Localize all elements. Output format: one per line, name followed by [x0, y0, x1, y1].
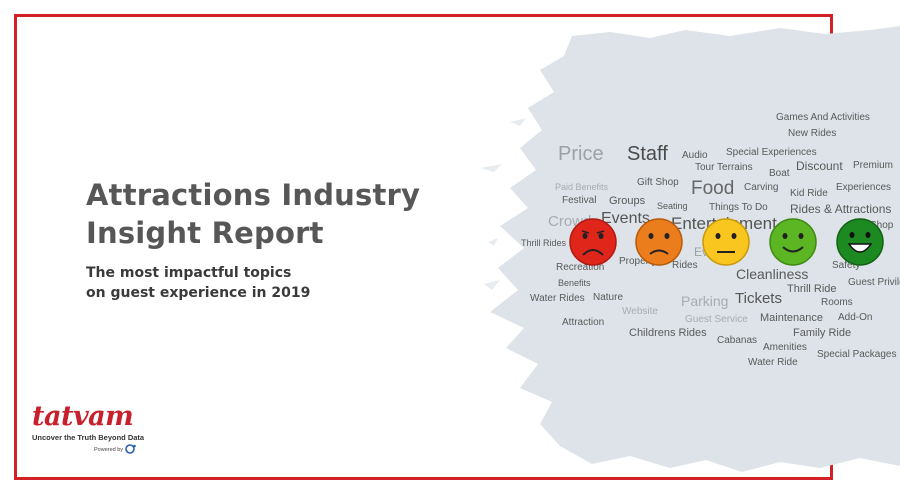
logo-tagline: Uncover the Truth Beyond Data	[32, 433, 145, 442]
word-cloud-term: Maintenance	[760, 312, 823, 324]
word-cloud-term: Staff	[627, 143, 668, 165]
word-cloud-term: Games And Activities	[776, 112, 870, 123]
word-cloud-term: Water Rides	[530, 293, 585, 304]
word-cloud-term: Cleanliness	[736, 266, 809, 282]
word-cloud-term: Rooms	[821, 297, 853, 308]
word-cloud-term: Amenities	[763, 342, 807, 353]
word-cloud-term: Recreation	[556, 262, 605, 273]
word-cloud-term: Gift Shop	[637, 177, 679, 188]
word-cloud-panel: Games And Activities New Rides Price Sta…	[480, 22, 900, 472]
word-cloud-term: Festival	[562, 195, 597, 206]
word-cloud-term: Tickets	[735, 290, 782, 307]
word-cloud-term: Special Packages	[817, 349, 897, 360]
word-cloud-term: Thrill Rides	[521, 238, 567, 248]
word-cloud-term: Childrens Rides	[629, 327, 707, 339]
word-cloud-term: Discount	[796, 159, 843, 173]
word-cloud-term: Rides	[672, 260, 698, 271]
report-title-line-1: Attractions Industry	[86, 178, 421, 212]
word-cloud-term: Food	[691, 178, 735, 199]
word-cloud-term: Premium	[853, 160, 894, 171]
word-cloud-term: Safety	[832, 260, 861, 271]
report-subtitle-line-2: on guest experience in 2019	[86, 285, 311, 301]
word-cloud-term: Entertainment	[671, 214, 777, 233]
word-cloud-term: Benefits	[558, 278, 591, 288]
word-cloud-term: Tour Terrains	[695, 162, 753, 173]
word-cloud-term: Thrill Ride	[787, 283, 837, 295]
word-cloud-term: Seating	[657, 201, 688, 211]
word-cloud-term: Website	[622, 306, 658, 317]
report-title-line-2: Insight Report	[86, 216, 324, 250]
word-cloud-term: Events	[601, 210, 650, 227]
word-cloud-term: Special Experiences	[726, 147, 817, 158]
tatvam-logo: tatvam Uncover the Truth Beyond Data Pow…	[30, 402, 150, 462]
report-subtitle-line-1: The most impactful topics	[86, 265, 292, 281]
report-title: Attractions Industry Insight Report	[86, 176, 420, 252]
word-cloud-term: Property	[619, 256, 657, 267]
word-cloud-term: Experiences	[836, 182, 892, 193]
word-cloud-term: Nature	[593, 292, 624, 303]
partner-logo-icon	[125, 444, 136, 454]
word-cloud-term: Carving	[744, 182, 779, 193]
powered-by-label: Powered by	[94, 447, 124, 453]
word-cloud-term: Boat	[769, 168, 790, 179]
word-cloud-term: Paid Benefits	[555, 182, 609, 192]
word-cloud-term: Price	[558, 143, 604, 165]
word-cloud-term: Water Ride	[748, 357, 798, 368]
word-cloud-term: Kid Ride	[790, 188, 828, 199]
word-cloud-term: Things To Do	[709, 202, 768, 213]
word-cloud-term: Guest Privileges	[848, 277, 900, 288]
word-cloud-term: Parking	[681, 293, 729, 309]
word-cloud-term: Audio	[682, 150, 708, 161]
word-cloud-term: Shop	[870, 220, 894, 231]
word-cloud-term: Attraction	[562, 317, 605, 328]
report-subtitle: The most impactful topics on guest exper…	[86, 263, 310, 303]
word-cloud-term: Groups	[609, 195, 646, 207]
word-cloud-term: Rides & Attractions	[790, 202, 892, 216]
word-cloud-term: New Rides	[788, 128, 837, 139]
logo-wordmark: tatvam	[32, 401, 134, 432]
word-cloud-term: Guest Service	[685, 314, 748, 325]
word-cloud-term: Crowd	[548, 213, 592, 230]
brush-stroke-background	[480, 26, 900, 472]
word-cloud-term: Events	[694, 245, 731, 259]
word-cloud-term: Cabanas	[717, 335, 758, 346]
word-cloud-term: Add-On	[838, 312, 873, 323]
word-cloud-term: Family Ride	[793, 327, 852, 339]
